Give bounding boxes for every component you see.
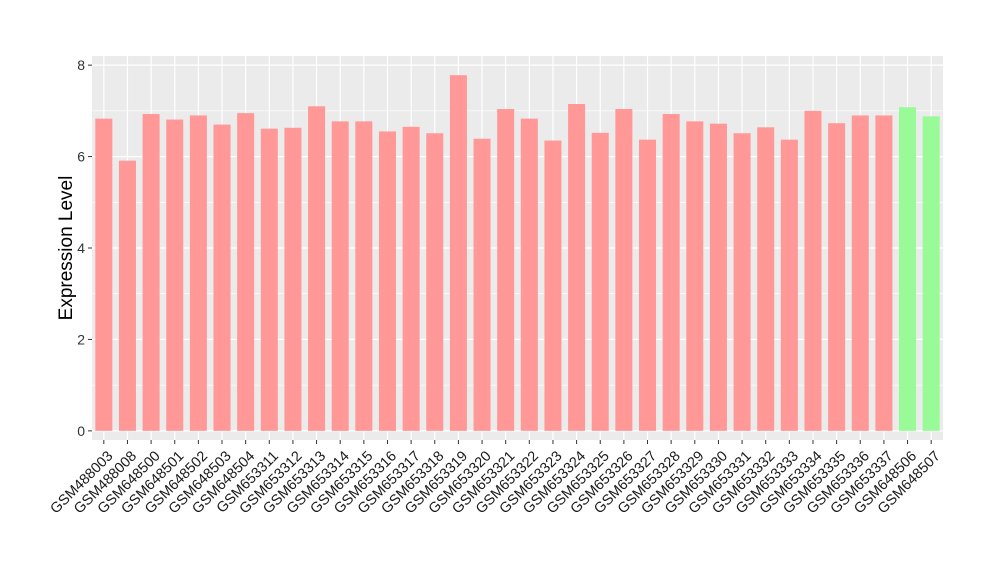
y-tick-label: 4 bbox=[77, 240, 85, 256]
bar bbox=[757, 127, 775, 431]
bar bbox=[544, 140, 562, 431]
bar bbox=[189, 115, 207, 431]
bar bbox=[331, 121, 349, 431]
y-axis-title: Expression Level bbox=[56, 176, 77, 321]
bar bbox=[355, 121, 373, 431]
bar bbox=[118, 160, 136, 431]
bar bbox=[378, 131, 396, 431]
bar bbox=[899, 107, 917, 431]
bar bbox=[851, 115, 869, 431]
bar bbox=[237, 113, 255, 431]
bar bbox=[733, 133, 751, 431]
bar bbox=[591, 132, 609, 431]
bar bbox=[142, 114, 160, 431]
bar bbox=[804, 110, 822, 431]
bar bbox=[520, 118, 538, 431]
bars bbox=[95, 75, 940, 431]
bar bbox=[686, 121, 704, 431]
bar bbox=[780, 139, 798, 431]
bar bbox=[308, 106, 326, 431]
bar bbox=[639, 139, 657, 431]
bar bbox=[213, 124, 231, 431]
bar bbox=[473, 138, 491, 431]
bar bbox=[260, 128, 278, 431]
bar bbox=[922, 116, 940, 431]
y-axis: 0 2 4 6 8 bbox=[77, 57, 92, 439]
x-axis: GSM488003GSM488008GSM648500GSM648501GSM6… bbox=[48, 440, 944, 517]
bar bbox=[615, 109, 633, 431]
bar bbox=[284, 127, 302, 431]
bar bbox=[875, 115, 893, 431]
bar bbox=[662, 114, 680, 431]
bar bbox=[568, 104, 586, 431]
bar bbox=[449, 75, 467, 431]
y-tick-label: 2 bbox=[77, 331, 85, 347]
y-tick-label: 6 bbox=[77, 149, 85, 165]
bar bbox=[95, 118, 113, 431]
y-tick-label: 0 bbox=[77, 423, 85, 439]
bar bbox=[497, 109, 515, 431]
bar bbox=[426, 133, 444, 431]
y-tick-label: 8 bbox=[77, 57, 85, 73]
bar bbox=[709, 123, 727, 431]
bar bbox=[166, 119, 184, 431]
minor-gridlines bbox=[92, 110, 943, 386]
bar bbox=[828, 123, 846, 431]
bar bbox=[402, 126, 420, 431]
